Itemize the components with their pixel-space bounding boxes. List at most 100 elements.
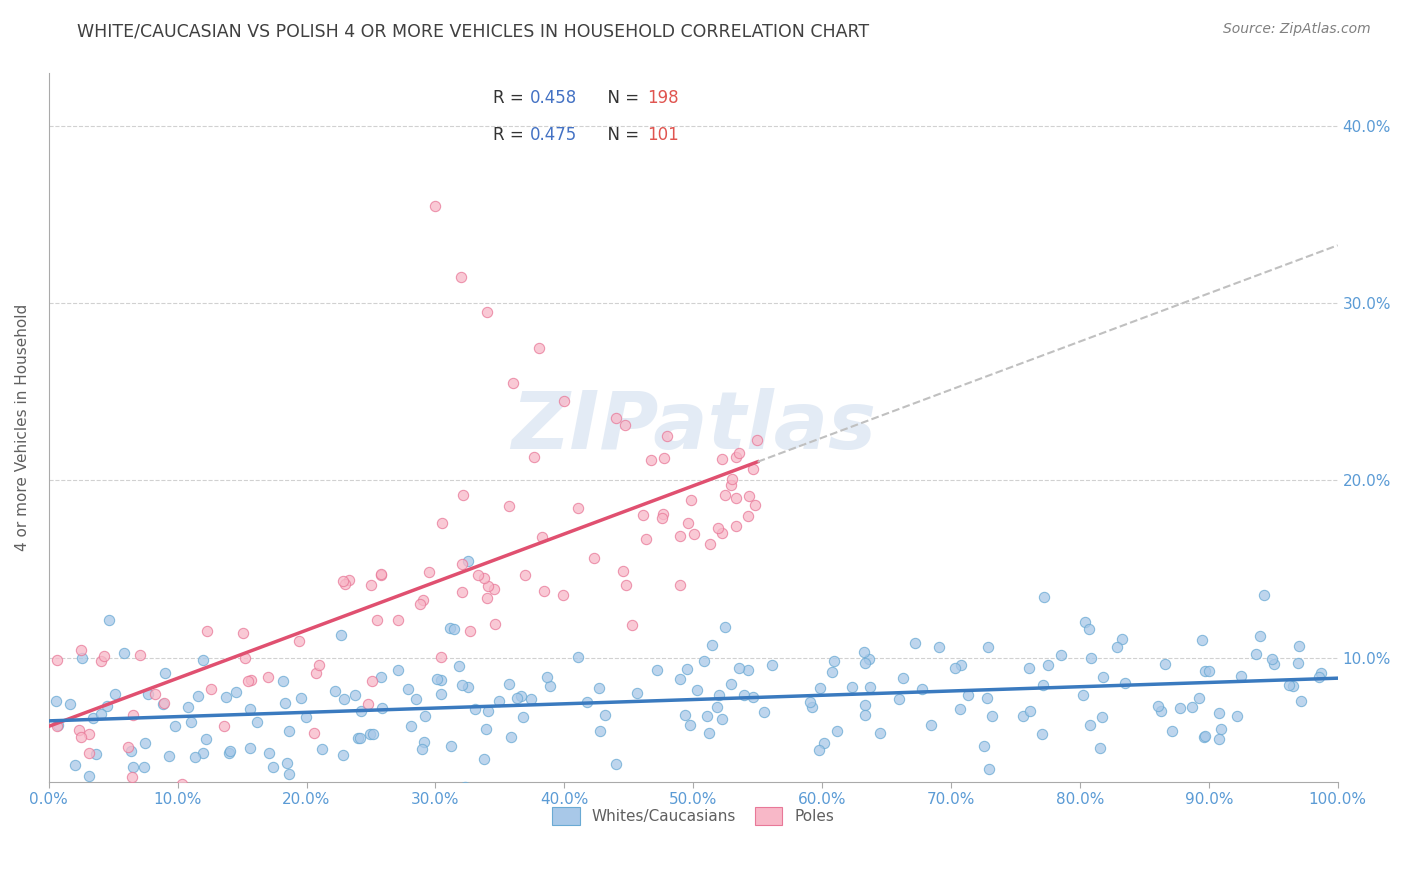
Point [1033,591,1056,605]
Point [1192,730,1215,744]
Point [278,723,301,738]
Point [425,199,447,213]
Point [706,699,728,714]
Point [134,759,156,773]
Point [631,508,654,522]
Point [679,718,702,732]
Point [90,654,112,668]
Point [725,450,748,464]
Point [714,488,737,502]
Point [193,653,215,667]
Point [523,450,546,464]
Point [707,688,730,702]
Point [595,708,617,723]
Point [1147,699,1170,714]
Point [1011,709,1033,723]
Point [172,777,194,791]
Point [59,698,82,712]
Point [129,648,152,663]
Point [1111,632,1133,646]
Point [808,743,831,757]
Point [263,759,285,773]
Point [1194,665,1216,679]
Point [737,508,759,523]
Point [979,762,1001,776]
Point [859,681,882,695]
Point [65,758,87,772]
Point [1092,670,1115,684]
Point [1150,704,1173,718]
Point [475,305,498,319]
Point [553,393,575,408]
Point [1198,664,1220,678]
Point [117,739,139,754]
Point [134,736,156,750]
Point [1282,679,1305,693]
Point [413,709,436,723]
Point [339,573,361,587]
Point [1188,691,1211,706]
Point [464,702,486,716]
Point [451,488,474,502]
Point [668,672,690,686]
Point [711,452,734,467]
Point [477,704,499,718]
Point [418,566,440,580]
Point [472,752,495,766]
Point [527,341,550,355]
Point [1154,657,1177,671]
Point [1161,723,1184,738]
Point [366,613,388,627]
Point [370,568,392,582]
Point [349,731,371,745]
Point [408,598,430,612]
Point [700,638,723,652]
Point [46,718,69,732]
Point [827,723,849,738]
Point [46,719,69,733]
Point [1114,676,1136,690]
Point [152,697,174,711]
Point [399,719,422,733]
Point [1288,640,1310,654]
Point [1031,727,1053,741]
Point [808,681,831,695]
Point [728,661,751,675]
Point [467,568,489,582]
Point [177,700,200,714]
Point [439,621,461,635]
Point [1078,718,1101,732]
Point [1071,688,1094,702]
Point [744,498,766,512]
Point [457,680,479,694]
Point [457,554,479,568]
Point [741,462,763,476]
Point [332,574,354,588]
Point [943,661,966,675]
Point [626,686,648,700]
Point [813,736,835,750]
Point [474,722,496,736]
Text: 101: 101 [647,126,679,145]
Point [240,673,263,688]
Point [443,622,465,636]
Point [588,681,610,695]
Point [396,682,419,697]
Point [370,670,392,684]
Point [858,652,880,666]
Point [290,691,312,706]
Point [439,739,461,754]
Point [77,769,100,783]
Text: N =: N = [596,126,644,145]
Point [654,450,676,465]
Point [950,658,973,673]
Point [344,688,367,702]
Point [104,687,127,701]
Point [77,747,100,761]
Point [1091,710,1114,724]
Point [711,526,734,541]
Point [911,681,934,696]
Point [212,719,235,733]
Point [425,673,447,687]
Point [454,780,477,795]
